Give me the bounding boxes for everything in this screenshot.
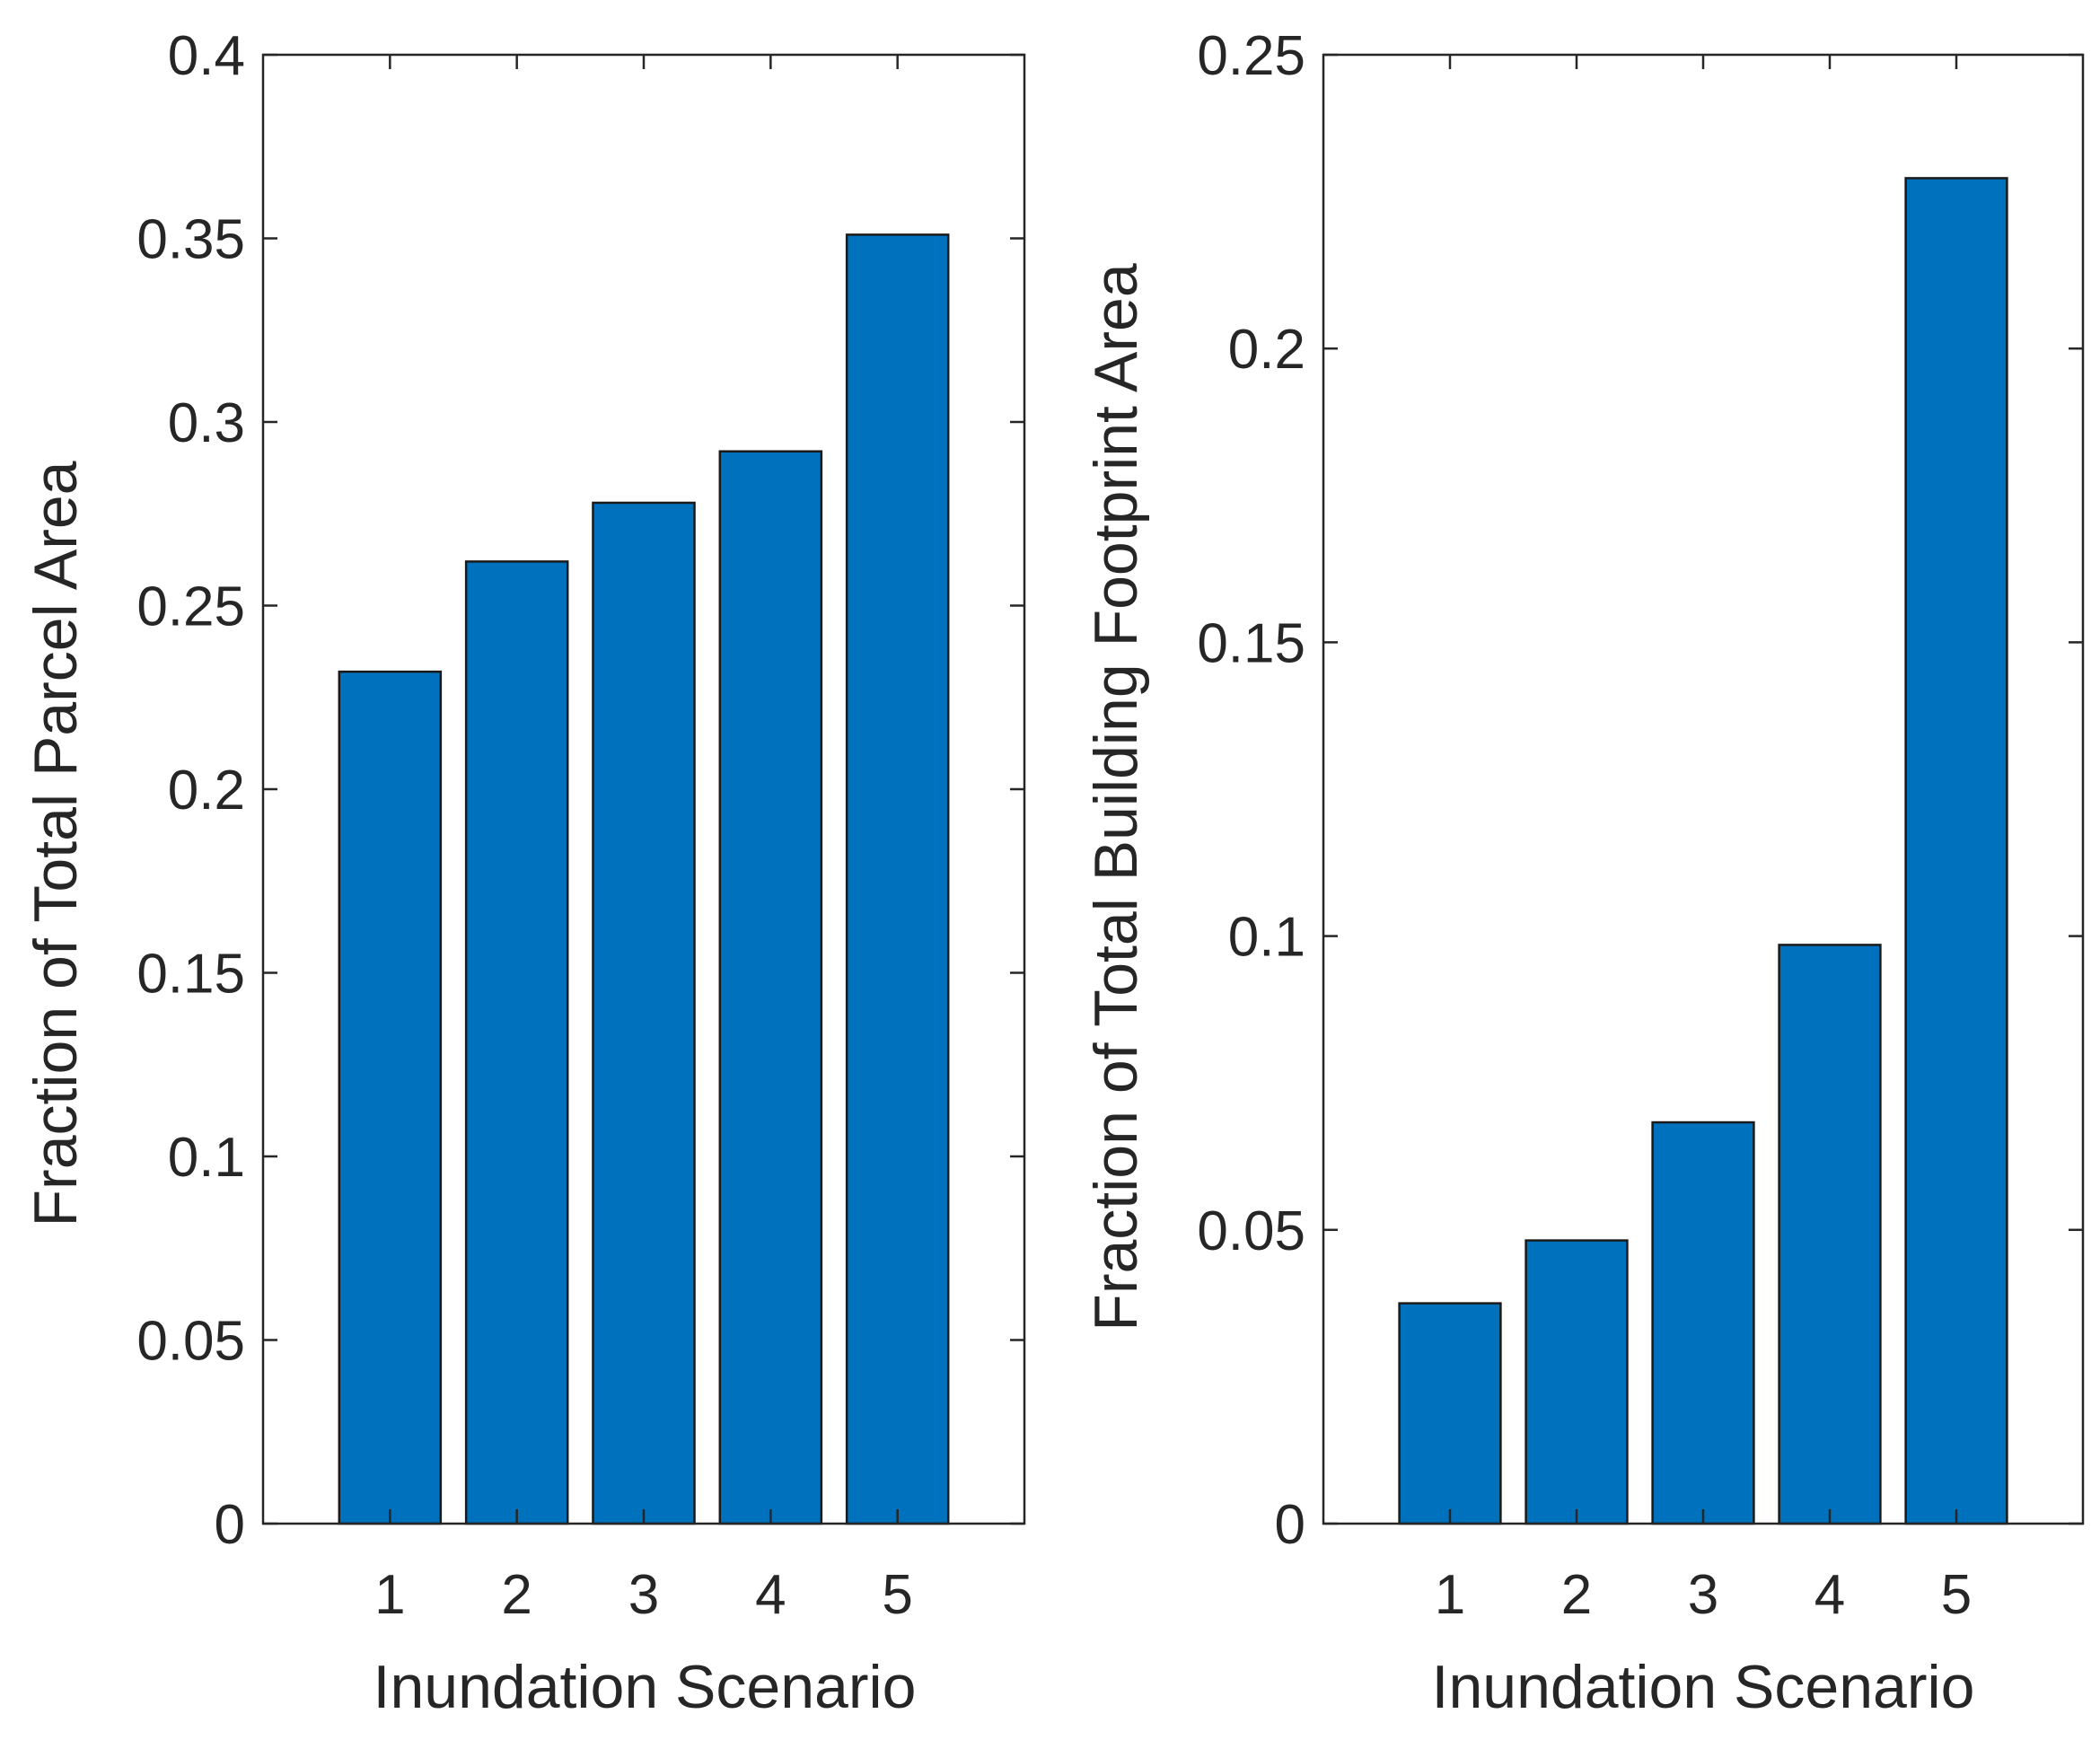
parcel-ytick-label: 0.05: [136, 1311, 245, 1373]
building-footprint-chart: Fraction of Total Building Footprint Are…: [1082, 25, 2085, 1721]
parcel-ytick-label: 0.3: [168, 392, 245, 454]
parcel-ylabel: Fraction of Total Parcel Area: [22, 461, 90, 1226]
footprint-ytick-label: 0: [1275, 1494, 1305, 1556]
footprint-ytick-label: 0.05: [1197, 1200, 1305, 1262]
parcel-bar-4: [718, 450, 823, 1525]
parcel-xtick-label: 1: [374, 1564, 405, 1626]
parcel-bar-3: [592, 501, 696, 1525]
parcel-bar-1: [338, 670, 443, 1525]
parcel-ytick-label: 0.15: [136, 944, 245, 1006]
parcel-xtick-label: 4: [755, 1564, 786, 1626]
parcel-ytick-label: 0.4: [168, 25, 245, 87]
footprint-bar-4: [1778, 944, 1882, 1525]
footprint-xtick-label: 3: [1688, 1564, 1718, 1626]
footprint-ytick-label: 0.25: [1197, 25, 1305, 87]
parcel-ytick-label: 0: [215, 1494, 245, 1556]
footprint-ytick-label: 0.15: [1197, 612, 1305, 674]
parcel-xlabel: Inundation Scenario: [373, 1653, 917, 1721]
footprint-bar-3: [1651, 1120, 1755, 1525]
parcel-ytick-label: 0.35: [136, 209, 245, 271]
parcel-xtick-label: 3: [628, 1564, 659, 1626]
parcel-bar-2: [464, 560, 569, 1525]
footprint-xtick-label: 5: [1941, 1564, 1972, 1626]
footprint-xtick-label: 1: [1435, 1564, 1465, 1626]
footprint-ylabel: Fraction of Total Building Footprint Are…: [1082, 263, 1150, 1331]
parcel-area-chart: Fraction of Total Parcel Area Inundation…: [22, 25, 1026, 1721]
footprint-ytick-label: 0.1: [1228, 907, 1305, 969]
footprint-xtick-label: 4: [1814, 1564, 1845, 1626]
parcel-ytick-label: 0.1: [168, 1127, 245, 1189]
footprint-bar-1: [1398, 1302, 1502, 1525]
parcel-bar-5: [845, 233, 950, 1525]
footprint-xtick-label: 2: [1561, 1564, 1592, 1626]
parcel-xtick-label: 2: [501, 1564, 532, 1626]
parcel-ytick-label: 0.25: [136, 576, 245, 638]
footprint-bar-2: [1524, 1239, 1629, 1525]
parcel-ytick-label: 0.2: [168, 760, 245, 822]
footprint-ytick-label: 0.2: [1228, 319, 1305, 381]
footprint-bar-5: [1904, 177, 2008, 1525]
parcel-xtick-label: 5: [882, 1564, 912, 1626]
footprint-xlabel: Inundation Scenario: [1432, 1653, 1975, 1721]
